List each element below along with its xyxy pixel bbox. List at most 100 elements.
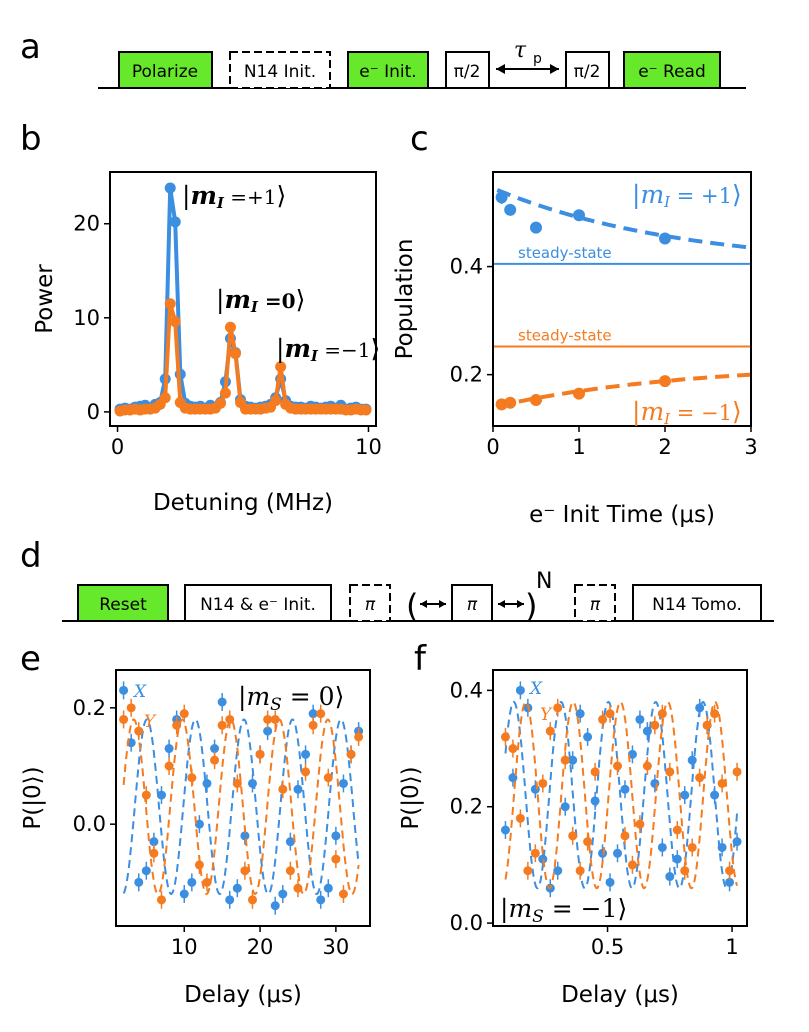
legend-mI-minus1: |mI = −1⟩ xyxy=(632,397,742,428)
data-point-Y xyxy=(702,720,712,730)
data-point-X xyxy=(179,889,189,899)
data-point-Y xyxy=(225,714,235,724)
data-point-Y xyxy=(613,761,623,771)
data-point-orange xyxy=(159,392,171,404)
data-point-Y xyxy=(247,895,257,905)
panel-letter-f: f xyxy=(414,639,427,679)
pi-half-block-1 xyxy=(445,51,490,89)
data-point-X xyxy=(210,744,220,754)
fit-curve-Y xyxy=(504,700,738,890)
data-point-X xyxy=(620,784,630,794)
panel-letter-c: c xyxy=(410,119,429,159)
data-point-X xyxy=(141,866,151,876)
panel-b: b 0 10 0 10 20 Detuning (MHz) Power |mI =+1⟩ |… xyxy=(20,119,382,516)
data-point-X xyxy=(247,778,257,788)
y-tick-label-b-1: 10 xyxy=(73,306,100,330)
data-point-orange xyxy=(659,375,671,388)
pi-block xyxy=(451,584,493,622)
data-point-X xyxy=(657,842,667,852)
annotation-mI-0: |mI =0⟩ xyxy=(216,285,305,316)
data-point-orange xyxy=(530,394,542,407)
data-point-Y xyxy=(126,703,136,713)
data-point-X xyxy=(672,854,682,864)
fit-curve-Y xyxy=(122,718,360,896)
tau-subscript: p xyxy=(533,51,542,67)
x-tick-label-b-0: 0 xyxy=(111,435,124,459)
pi-label-3: π xyxy=(590,595,601,615)
data-point-X xyxy=(338,778,348,788)
x-tick-label-c-0: 0 xyxy=(486,435,499,459)
data-point-X xyxy=(650,778,660,788)
pi-block-dashed-2 xyxy=(574,584,616,622)
data-point-X xyxy=(515,685,525,695)
data-point-X xyxy=(717,842,727,852)
data-point-blue xyxy=(169,216,181,228)
data-point-orange xyxy=(504,396,517,409)
data-point-Y xyxy=(650,720,660,730)
annotation-mI-minus1: |mI =−1⟩ xyxy=(276,334,380,365)
data-point-Y xyxy=(657,709,667,719)
data-point-Y xyxy=(568,831,578,841)
x-axis-label-b: Detuning (MHz) xyxy=(153,490,333,516)
repeat-exponent: N xyxy=(536,569,552,594)
y-tick-label-f-1: 0.2 xyxy=(450,795,483,819)
data-point-Y xyxy=(149,848,159,858)
data-point-blue xyxy=(659,232,671,245)
data-point-X xyxy=(583,732,593,742)
data-point-Y xyxy=(240,866,250,876)
data-point-Y xyxy=(346,749,356,759)
data-point-X xyxy=(553,866,563,876)
data-point-Y xyxy=(308,720,318,730)
n14-e-init-block xyxy=(184,584,332,622)
data-point-Y xyxy=(732,767,742,777)
data-point-X xyxy=(301,749,311,759)
pi-block-dashed-1 xyxy=(349,584,391,622)
data-point-Y xyxy=(301,767,311,777)
data-point-Y xyxy=(316,709,326,719)
x-tick-label-f-0: 0.5 xyxy=(591,935,624,959)
data-point-Y xyxy=(156,895,166,905)
data-point-Y xyxy=(665,767,675,777)
data-point-Y xyxy=(672,825,682,835)
state-label-ms0: |mS = 0⟩ xyxy=(238,682,344,715)
data-point-X xyxy=(202,778,212,788)
data-point-Y xyxy=(263,714,273,724)
data-point-X xyxy=(575,709,585,719)
data-point-X xyxy=(119,685,129,695)
x-axis-label-c: e⁻ Init Time (μs) xyxy=(529,502,715,528)
data-point-X xyxy=(590,796,600,806)
steady-state-label-orange: steady-state xyxy=(518,327,612,345)
data-point-Y xyxy=(172,720,182,730)
annotation-mI-plus1: |mI =+1⟩ xyxy=(182,181,286,212)
panel-letter-e: e xyxy=(20,639,41,679)
x-tick-label-e-1: 20 xyxy=(247,935,274,959)
panel-d: d Reset N14 & e⁻ Init. π ( π ) N π N14 T… xyxy=(20,536,774,625)
pi-label-2: π xyxy=(467,595,478,615)
x-tick-label-c-3: 3 xyxy=(744,435,757,459)
power-spectrum-plot: 0 10 0 10 20 Detuning (MHz) Power xyxy=(32,171,382,516)
delay-arrowheads-1 xyxy=(420,600,446,608)
data-point-blue xyxy=(164,182,176,194)
plot-frame-f xyxy=(492,669,748,927)
data-point-X xyxy=(316,895,326,905)
panel-letter-a: a xyxy=(20,27,41,67)
x-tick-label-e-0: 10 xyxy=(171,935,198,959)
data-point-Y xyxy=(202,877,212,887)
data-point-Y xyxy=(500,732,510,742)
data-point-X xyxy=(263,726,273,736)
population-plot: 0 1 2 3 0.2 0.4 e⁻ Init Time (μs) Population ste… xyxy=(392,171,758,528)
data-point-Y xyxy=(583,837,593,847)
panel-f: f 0.5 1 0.0 0.2 0.4 Delay (μs) P(|0⟩) X Y |mS … xyxy=(398,639,748,1008)
plot-frame-b xyxy=(109,171,377,427)
x-tick-label-b-1: 10 xyxy=(355,435,382,459)
polarize-block xyxy=(118,51,213,89)
panel-letter-b: b xyxy=(20,119,42,159)
data-point-Y xyxy=(545,726,555,736)
data-point-X xyxy=(278,889,288,899)
data-point-Y xyxy=(141,790,151,800)
data-point-X xyxy=(635,714,645,724)
data-point-X xyxy=(665,872,675,882)
data-point-Y xyxy=(323,773,333,783)
panel-a: a Polarize N14 Init. e⁻ Init. π/2 τ p π/… xyxy=(20,27,746,89)
y-axis-label-e: P(|0⟩) xyxy=(20,766,46,829)
